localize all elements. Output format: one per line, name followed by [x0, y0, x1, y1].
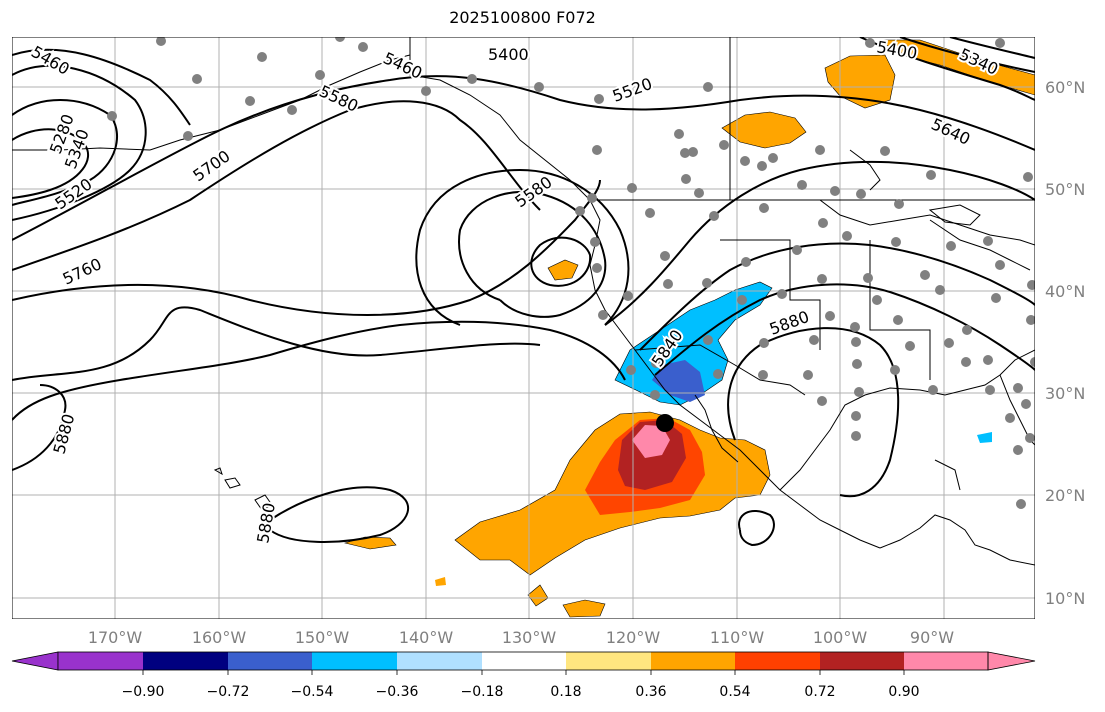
lat-label: 10°N — [1045, 589, 1085, 608]
lon-label: 130°W — [502, 628, 557, 647]
colorbar-segment — [397, 652, 482, 670]
colorbar-tick: 0.54 — [719, 684, 750, 700]
negative-anomaly-small — [977, 432, 992, 443]
colorbar-tick: 0.72 — [804, 684, 835, 700]
map-title: 2025100800 F072 — [449, 8, 596, 27]
colorbar-segment — [312, 652, 397, 670]
colorbar-tick: −0.36 — [376, 684, 419, 700]
negative-anomaly-navy — [652, 360, 705, 402]
colorbar-segment — [228, 652, 312, 670]
positive-anomaly-pink — [632, 425, 670, 458]
colorbar-tick: −0.54 — [291, 684, 334, 700]
positive-anomaly-small-8 — [435, 577, 446, 586]
colorbar-tick: −0.90 — [122, 684, 165, 700]
colorbar-segment — [58, 652, 143, 670]
positive-anomaly-small-3 — [721, 111, 807, 149]
colorbar-tick: −0.72 — [207, 684, 250, 700]
colorbar-tick: 0.18 — [550, 684, 581, 700]
lat-label: 50°N — [1045, 180, 1085, 199]
lon-label: 140°W — [399, 628, 454, 647]
lon-label: 100°W — [813, 628, 868, 647]
lat-label: 30°N — [1045, 384, 1085, 403]
colorbar-segment — [143, 652, 228, 670]
colorbar: −0.90 −0.72 −0.54 −0.36 −0.18 0.18 0.36 … — [11, 651, 1036, 700]
colorbar-segment — [566, 652, 651, 670]
lon-label: 90°W — [910, 628, 954, 647]
colorbar-segment — [651, 652, 735, 670]
positive-anomaly-small-4 — [547, 259, 579, 281]
colorbar-segment — [820, 652, 904, 670]
colorbar-segment — [904, 652, 988, 670]
gridlines — [12, 37, 1035, 619]
height-contours — [12, 37, 1035, 547]
lat-label: 20°N — [1045, 486, 1085, 505]
station-dots — [107, 37, 1035, 509]
lon-label: 110°W — [710, 628, 765, 647]
lat-label: 60°N — [1045, 78, 1085, 97]
lon-label: 120°W — [606, 628, 661, 647]
longitude-labels: 170°W 160°W 150°W 140°W 130°W 120°W 110°… — [88, 628, 954, 647]
lon-label: 170°W — [88, 628, 143, 647]
colorbar-extend-low — [11, 651, 59, 671]
colorbar-segment — [482, 652, 566, 670]
lat-label: 40°N — [1045, 282, 1085, 301]
storm-center-marker — [656, 414, 674, 432]
colorbar-tick: 0.90 — [888, 684, 919, 700]
lon-label: 160°W — [192, 628, 247, 647]
colorbar-extend-high — [987, 651, 1036, 671]
latitude-labels: 60°N 50°N 40°N 30°N 20°N 10°N — [1045, 78, 1085, 608]
lon-label: 150°W — [295, 628, 350, 647]
contour-label: 5400 — [488, 45, 529, 64]
colorbar-segment — [735, 652, 820, 670]
positive-anomaly-small-6 — [562, 599, 606, 618]
colorbar-tick: −0.18 — [461, 684, 504, 700]
colorbar-tick: 0.36 — [635, 684, 666, 700]
